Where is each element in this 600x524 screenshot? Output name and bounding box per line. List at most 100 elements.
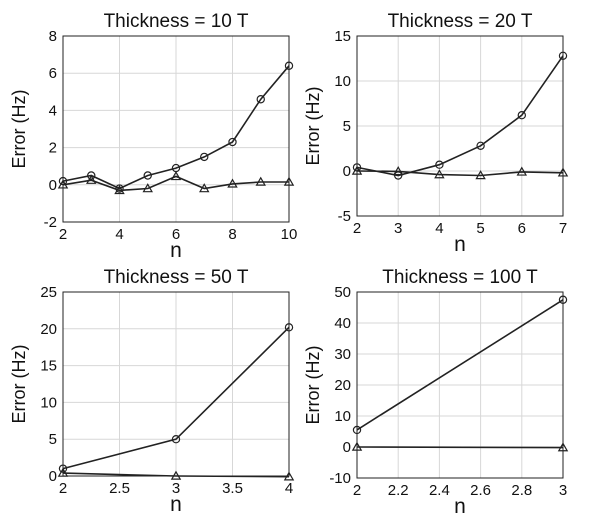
series-line-triangle (62, 472, 290, 478)
series-line-circle (62, 326, 290, 470)
circle-marker (284, 323, 294, 332)
triangle-marker (170, 171, 182, 181)
subplot-thickness-50: 2 2.5 3 3.5 4 0 5 10 15 20 25 Thickness = 50 T n Erro… (9, 267, 295, 516)
circle-marker (256, 95, 265, 104)
circle-marker (171, 435, 181, 444)
triangle-marker (142, 183, 153, 193)
chart-title: Thickness = 50 T (104, 267, 249, 288)
triangle-marker (516, 166, 528, 176)
circle-marker (200, 152, 209, 162)
x-tick-label: 2.2 (388, 482, 409, 499)
y-tick-label: 10 (334, 73, 351, 90)
y-tick-label: 5 (49, 431, 57, 448)
triangle-marker (170, 470, 182, 480)
y-tick-label: 0 (49, 177, 57, 194)
triangle-marker (114, 184, 125, 195)
y-tick-label: 2 (49, 140, 57, 157)
triangle-marker (434, 169, 445, 179)
subplot-thickness-100: 2 2.2 2.4 2.6 2.8 3 -10 0 10 20 30 40 50 Thickness = … (303, 267, 569, 518)
circle-marker (352, 163, 362, 172)
x-tick-label: 2.6 (470, 482, 491, 499)
y-axis-label: Error (Hz) (9, 345, 29, 424)
circle-marker (435, 160, 444, 169)
triangle-marker (227, 178, 238, 188)
y-tick-label: 5 (343, 118, 351, 135)
triangle-marker (57, 467, 69, 477)
x-tick-label: 2 (59, 226, 67, 243)
series-line-circle (356, 55, 564, 177)
x-axis-label: n (170, 493, 182, 516)
y-tick-label: 15 (40, 358, 57, 375)
x-tick-label: 10 (281, 226, 298, 243)
series-line-circle (62, 65, 290, 190)
circle-marker (58, 464, 68, 473)
x-tick-label: 3 (394, 220, 402, 237)
triangle-marker (57, 179, 69, 189)
triangle-marker (283, 176, 295, 186)
x-axis-label: n (454, 495, 466, 518)
series-line-triangle (62, 175, 289, 192)
series-line-circle (356, 299, 564, 431)
series-line-triangle (356, 446, 564, 449)
y-tick-label: 25 (40, 284, 57, 301)
y-tick-label: 15 (334, 28, 351, 45)
x-tick-label: 8 (228, 226, 236, 243)
y-tick-label: 0 (343, 439, 351, 456)
circle-marker (517, 110, 527, 120)
x-axis-label: n (454, 233, 466, 256)
triangle-marker (86, 174, 97, 184)
axes-frame (356, 35, 564, 217)
y-tick-label: -10 (329, 470, 351, 487)
circle-marker (352, 425, 362, 435)
y-tick-label: 0 (343, 163, 351, 180)
y-tick-label: 20 (40, 321, 57, 338)
triangle-marker (255, 176, 266, 186)
chart-title: Thickness = 20 T (388, 11, 533, 32)
x-tick-label: 2 (353, 482, 361, 499)
circle-marker (558, 295, 568, 304)
triangle-marker (392, 166, 404, 176)
x-tick-label: 3 (172, 480, 180, 497)
x-tick-label: 2.4 (429, 482, 450, 499)
triangle-marker (351, 441, 363, 451)
x-tick-label: 2.8 (511, 482, 532, 499)
x-axis-label: n (170, 239, 182, 262)
x-tick-label: 3.5 (222, 480, 243, 497)
x-tick-label: 3 (559, 482, 567, 499)
circle-marker (228, 137, 237, 147)
y-tick-label: 8 (49, 28, 57, 45)
x-tick-label: 5 (476, 220, 484, 237)
y-tick-label: 20 (334, 377, 351, 394)
x-tick-label: 4 (435, 220, 443, 237)
y-axis-label: Error (Hz) (303, 87, 323, 166)
y-tick-label: 6 (49, 65, 57, 82)
triangle-marker (283, 471, 295, 481)
circle-marker (143, 171, 152, 180)
triangle-marker (557, 442, 569, 452)
y-tick-label: 10 (334, 408, 351, 425)
triangle-marker (557, 167, 569, 177)
y-tick-label: 30 (334, 346, 351, 363)
axes-frame (62, 35, 290, 223)
chart-title: Thickness = 100 T (382, 267, 538, 288)
x-tick-label: 7 (559, 220, 567, 237)
triangle-marker (199, 183, 210, 193)
x-tick-label: 2 (59, 480, 67, 497)
series-line-triangle (356, 170, 564, 177)
x-tick-label: 6 (518, 220, 526, 237)
y-tick-label: 10 (40, 394, 57, 411)
triangle-marker (475, 170, 486, 180)
subplot-thickness-10: 2 4 6 8 10 -2 0 2 4 6 8 Thickness = 10 T n Error (Hz) (9, 11, 297, 262)
y-tick-label: 0 (49, 468, 57, 485)
subplot-thickness-20: 2 3 4 5 6 7 -5 0 5 10 15 Thickness = 20 T n Error (Hz… (303, 11, 569, 256)
x-tick-label: 4 (115, 226, 123, 243)
y-tick-label: 4 (49, 102, 57, 119)
axes-frame (356, 291, 564, 479)
x-tick-label: 6 (172, 226, 180, 243)
circle-marker (476, 141, 485, 150)
chart-title: Thickness = 10 T (104, 11, 249, 32)
triangle-marker (351, 165, 363, 175)
y-axis-label: Error (Hz) (303, 346, 323, 425)
x-tick-label: 2.5 (109, 480, 130, 497)
